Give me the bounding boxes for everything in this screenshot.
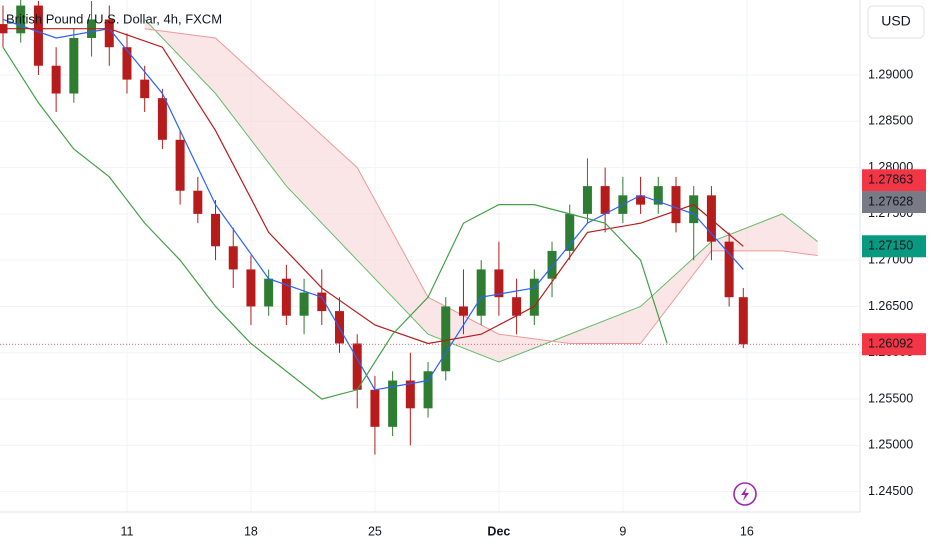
- candle-body: [582, 186, 592, 214]
- candle-body: [175, 139, 185, 191]
- candle-body: [724, 241, 734, 298]
- y-tick-label: 1.26500: [868, 299, 913, 313]
- indicator-line: [2, 46, 668, 400]
- price-badge-label: 1.27863: [868, 173, 913, 187]
- x-tick-label: 9: [619, 524, 626, 538]
- x-tick-label: 25: [368, 524, 382, 538]
- x-tick-label: 16: [740, 524, 754, 538]
- y-tick-label: 1.28500: [868, 114, 913, 128]
- price-badge-label: 1.27150: [868, 239, 913, 253]
- candle-body: [140, 79, 150, 99]
- y-tick-label: 1.25000: [868, 438, 913, 452]
- indicator-line: [3, 28, 744, 345]
- icon-ring[interactable]: [733, 482, 757, 506]
- icon-bolt[interactable]: [741, 487, 749, 501]
- chart-title: British Pound / U.S. Dollar, 4h, FXCM: [6, 11, 222, 26]
- candle-body: [16, 5, 26, 34]
- price-badge: [862, 333, 926, 356]
- currency-button[interactable]: USD: [867, 5, 925, 39]
- candle-body: [157, 98, 167, 140]
- candle-body: [388, 380, 398, 427]
- candle-body: [423, 371, 433, 409]
- candle-body: [476, 269, 486, 316]
- y-tick-label: 1.25500: [868, 391, 913, 405]
- y-tick-label: 1.24500: [868, 484, 913, 498]
- price-badge: [862, 169, 926, 192]
- candle-body: [69, 37, 79, 94]
- price-badge: [862, 191, 926, 214]
- candle-body: [671, 186, 681, 224]
- price-badge-label: 1.27628: [868, 194, 913, 208]
- candle-body: [281, 278, 291, 316]
- candle-body: [512, 297, 522, 316]
- candle-body: [193, 190, 203, 214]
- candle-body: [33, 5, 43, 66]
- cloud-fill: [144, 19, 818, 363]
- x-tick-label: Dec: [487, 524, 510, 538]
- candle-body: [547, 250, 557, 279]
- candle-body: [689, 195, 699, 224]
- candle-body: [104, 19, 114, 48]
- candle-body: [458, 306, 468, 316]
- cloud-span-b: [144, 28, 818, 344]
- candle-body: [317, 292, 327, 312]
- indicator-line: [2, 18, 744, 391]
- candle-body: [636, 195, 646, 205]
- candle-body: [405, 380, 415, 409]
- candle-body: [494, 269, 504, 298]
- x-tick-label: 18: [244, 524, 258, 538]
- x-tick-label: 11: [120, 524, 133, 538]
- candle-body: [529, 278, 539, 316]
- candle-body: [370, 389, 380, 427]
- candle-body: [600, 186, 610, 214]
- alert-icon[interactable]: [733, 482, 757, 506]
- candle-body: [51, 65, 61, 94]
- cloud-span-a: [144, 19, 818, 363]
- candle-body: [246, 269, 256, 307]
- button-label[interactable]: USD: [881, 13, 911, 29]
- candle-body: [565, 213, 575, 251]
- plot-area: [0, 0, 860, 512]
- candle-body: [264, 278, 274, 307]
- candle-body: [441, 306, 451, 372]
- candle-body: [228, 246, 238, 270]
- candle-body: [299, 292, 309, 316]
- button-frame[interactable]: [867, 5, 925, 39]
- candle-body: [738, 297, 748, 345]
- price-badge-label: 1.26092: [868, 337, 913, 351]
- price-badge: [862, 235, 926, 258]
- candle-body: [352, 343, 362, 390]
- candle-body: [211, 213, 221, 247]
- candle-body: [653, 186, 663, 205]
- candle-body: [122, 47, 132, 80]
- candle-body: [706, 195, 716, 242]
- y-tick-label: 1.29000: [868, 67, 913, 81]
